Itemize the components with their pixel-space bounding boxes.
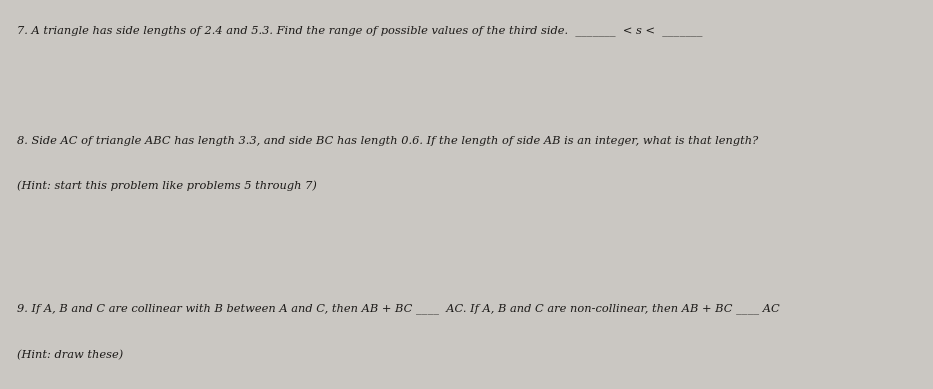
Text: 9. If A, B and C are collinear with B between A and C, then AB + BC ____  AC. If: 9. If A, B and C are collinear with B be… [17,303,780,314]
Text: 7. A triangle has side lengths of 2.4 and 5.3. Find the range of possible values: 7. A triangle has side lengths of 2.4 an… [17,25,703,36]
Text: (Hint: draw these): (Hint: draw these) [17,350,123,361]
Text: (Hint: start this problem like problems 5 through 7): (Hint: start this problem like problems … [17,181,316,191]
Text: 8. Side AC of triangle ABC has length 3.3, and side BC has length 0.6. If the le: 8. Side AC of triangle ABC has length 3.… [17,136,758,146]
